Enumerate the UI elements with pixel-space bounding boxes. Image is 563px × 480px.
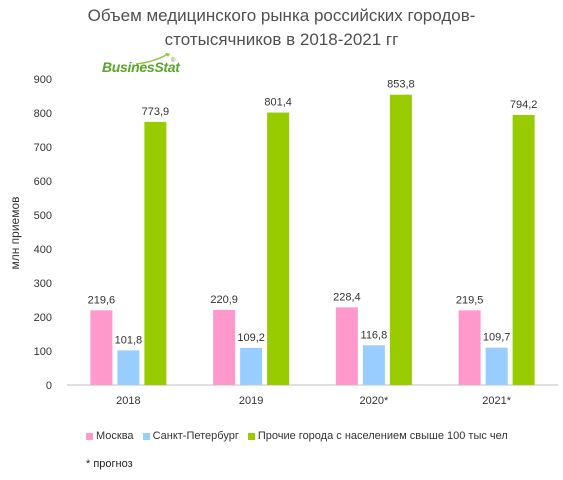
bar — [213, 309, 236, 385]
legend-swatch-other-cities — [247, 432, 255, 440]
x-tick-label: 2019 — [239, 395, 263, 407]
legend-swatch-spb — [142, 432, 150, 440]
businesstat-logo: BusinesStat ® — [102, 52, 182, 78]
footnote: * прогноз — [86, 458, 133, 470]
bar-value-label: 116,8 — [361, 329, 388, 341]
legend: Москва Санкт-Петербург Прочие города с н… — [86, 430, 517, 442]
bar-value-label: 219,5 — [456, 294, 484, 306]
legend-item-spb: Санкт-Петербург — [142, 430, 239, 442]
chart-title: Объем медицинского рынка российских горо… — [0, 4, 563, 52]
legend-label-moscow: Москва — [96, 430, 134, 442]
x-tick-label: 2021* — [482, 395, 511, 407]
bar-value-label: 109,2 — [237, 332, 265, 344]
y-tick-label: 500 — [34, 210, 52, 222]
bar — [335, 307, 358, 385]
bar — [144, 121, 167, 386]
legend-item-other-cities: Прочие города с населением свыше 100 тыс… — [247, 430, 508, 442]
y-axis-label: млн приемов — [8, 196, 22, 269]
legend-swatch-moscow — [86, 432, 93, 440]
logo-text: BusinesStat — [102, 59, 180, 75]
bar-value-label: 853,8 — [387, 79, 415, 91]
y-tick-label: 700 — [34, 142, 52, 154]
legend-label-other-cities: Прочие города с населением свыше 100 тыс… — [257, 430, 508, 442]
logo-registered-mark: ® — [171, 58, 176, 64]
bar — [267, 112, 290, 386]
legend-label-spb: Санкт-Петербург — [152, 430, 239, 442]
bar — [389, 94, 412, 385]
bar-value-label: 109,7 — [483, 332, 511, 344]
bars-group — [90, 94, 535, 386]
bar — [512, 114, 535, 386]
bar — [240, 347, 263, 385]
y-tick-label: 100 — [34, 346, 52, 358]
x-axis-ticks: 2018 2019 2020* 2021* — [116, 395, 512, 407]
bar-value-label: 794,2 — [510, 99, 538, 111]
bar — [90, 310, 113, 385]
bar — [458, 310, 481, 385]
y-axis-ticks: 0 100 200 300 400 500 600 700 800 900 — [34, 74, 52, 392]
bar-value-label: 220,9 — [210, 294, 238, 306]
y-tick-label: 400 — [34, 244, 52, 256]
y-tick-label: 800 — [34, 108, 52, 120]
bar — [485, 347, 508, 385]
chart-title-line-2: стотысячников в 2018-2021 гг — [164, 30, 399, 49]
x-tick-label: 2018 — [116, 395, 140, 407]
bar — [362, 345, 385, 385]
y-tick-label: 600 — [34, 176, 52, 188]
x-tick-label: 2020* — [359, 395, 388, 407]
bar-labels-group: 219,6 101,8 773,9 220,9 109,2 801,4 228,4 116,8… — [88, 79, 538, 347]
bar-chart: млн приемов 0 100 200 300 400 500 600 700 800 900… — [8, 74, 558, 407]
y-tick-label: 0 — [46, 380, 52, 392]
bar — [117, 350, 140, 385]
bar-value-label: 228,4 — [333, 291, 361, 303]
legend-item-moscow: Москва — [86, 430, 134, 442]
bar-value-label: 101,8 — [115, 334, 143, 346]
chart-title-line-1: Объем медицинского рынка российских горо… — [87, 6, 476, 25]
y-tick-label: 300 — [34, 278, 52, 290]
bar-value-label: 801,4 — [264, 97, 292, 109]
y-tick-label: 900 — [34, 74, 52, 86]
y-tick-label: 200 — [34, 312, 52, 324]
logo-swoosh-icon — [135, 53, 170, 65]
bar-value-label: 773,9 — [142, 106, 170, 118]
bar-value-label: 219,6 — [88, 294, 116, 306]
